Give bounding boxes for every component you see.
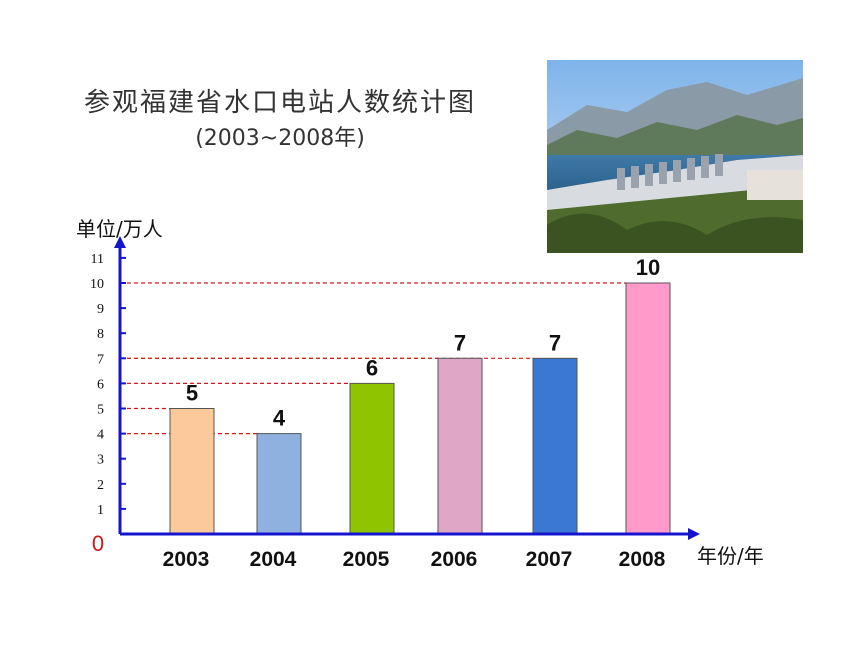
data-label-2008: 10	[636, 255, 660, 280]
x-tick-label-2005: 2005	[343, 548, 390, 571]
x-tick-label-2004: 2004	[250, 548, 297, 571]
data-label-2005: 6	[366, 355, 378, 380]
y-tick-label-11: 11	[91, 252, 104, 267]
data-label-2004: 4	[273, 406, 286, 431]
bar-2006	[437, 357, 483, 535]
bar-2005	[349, 382, 395, 535]
x-tick-label-2008: 2008	[619, 548, 666, 571]
data-label-2006: 7	[454, 330, 466, 355]
y-axis-arrow	[114, 236, 126, 248]
y-tick-label-6: 6	[97, 377, 104, 392]
data-label-2003: 5	[186, 381, 198, 406]
y-tick-label-3: 3	[97, 453, 104, 468]
y-tick-label-10: 10	[90, 277, 104, 292]
data-label-2007: 7	[549, 330, 561, 355]
x-axis-label: 年份/年	[697, 544, 764, 568]
x-axis-arrow	[688, 528, 700, 540]
chart-subtitle: (2003~2008年)	[195, 126, 365, 151]
y-tick-label-2: 2	[97, 478, 104, 493]
y-tick-label-4: 4	[97, 428, 104, 443]
bar-2008	[625, 282, 671, 535]
chart-title: 参观福建省水口电站人数统计图	[83, 88, 476, 118]
x-tick-label-2003: 2003	[163, 548, 210, 571]
bar-2007	[532, 357, 578, 535]
y-tick-label-7: 7	[97, 352, 104, 367]
y-tick-label-5: 5	[97, 403, 104, 418]
y-tick-label-1: 1	[97, 503, 104, 518]
x-tick-label-2006: 2006	[431, 548, 478, 571]
y-axis-label: 单位/万人	[76, 217, 163, 241]
x-tick-label-2007: 2007	[526, 548, 573, 571]
y-tick-label-0: 0	[92, 531, 104, 556]
y-tick-label-8: 8	[97, 327, 104, 342]
bar-2004	[256, 433, 302, 535]
bar-2003	[169, 408, 215, 535]
dam-photo	[547, 60, 803, 253]
y-tick-label-9: 9	[97, 302, 104, 317]
